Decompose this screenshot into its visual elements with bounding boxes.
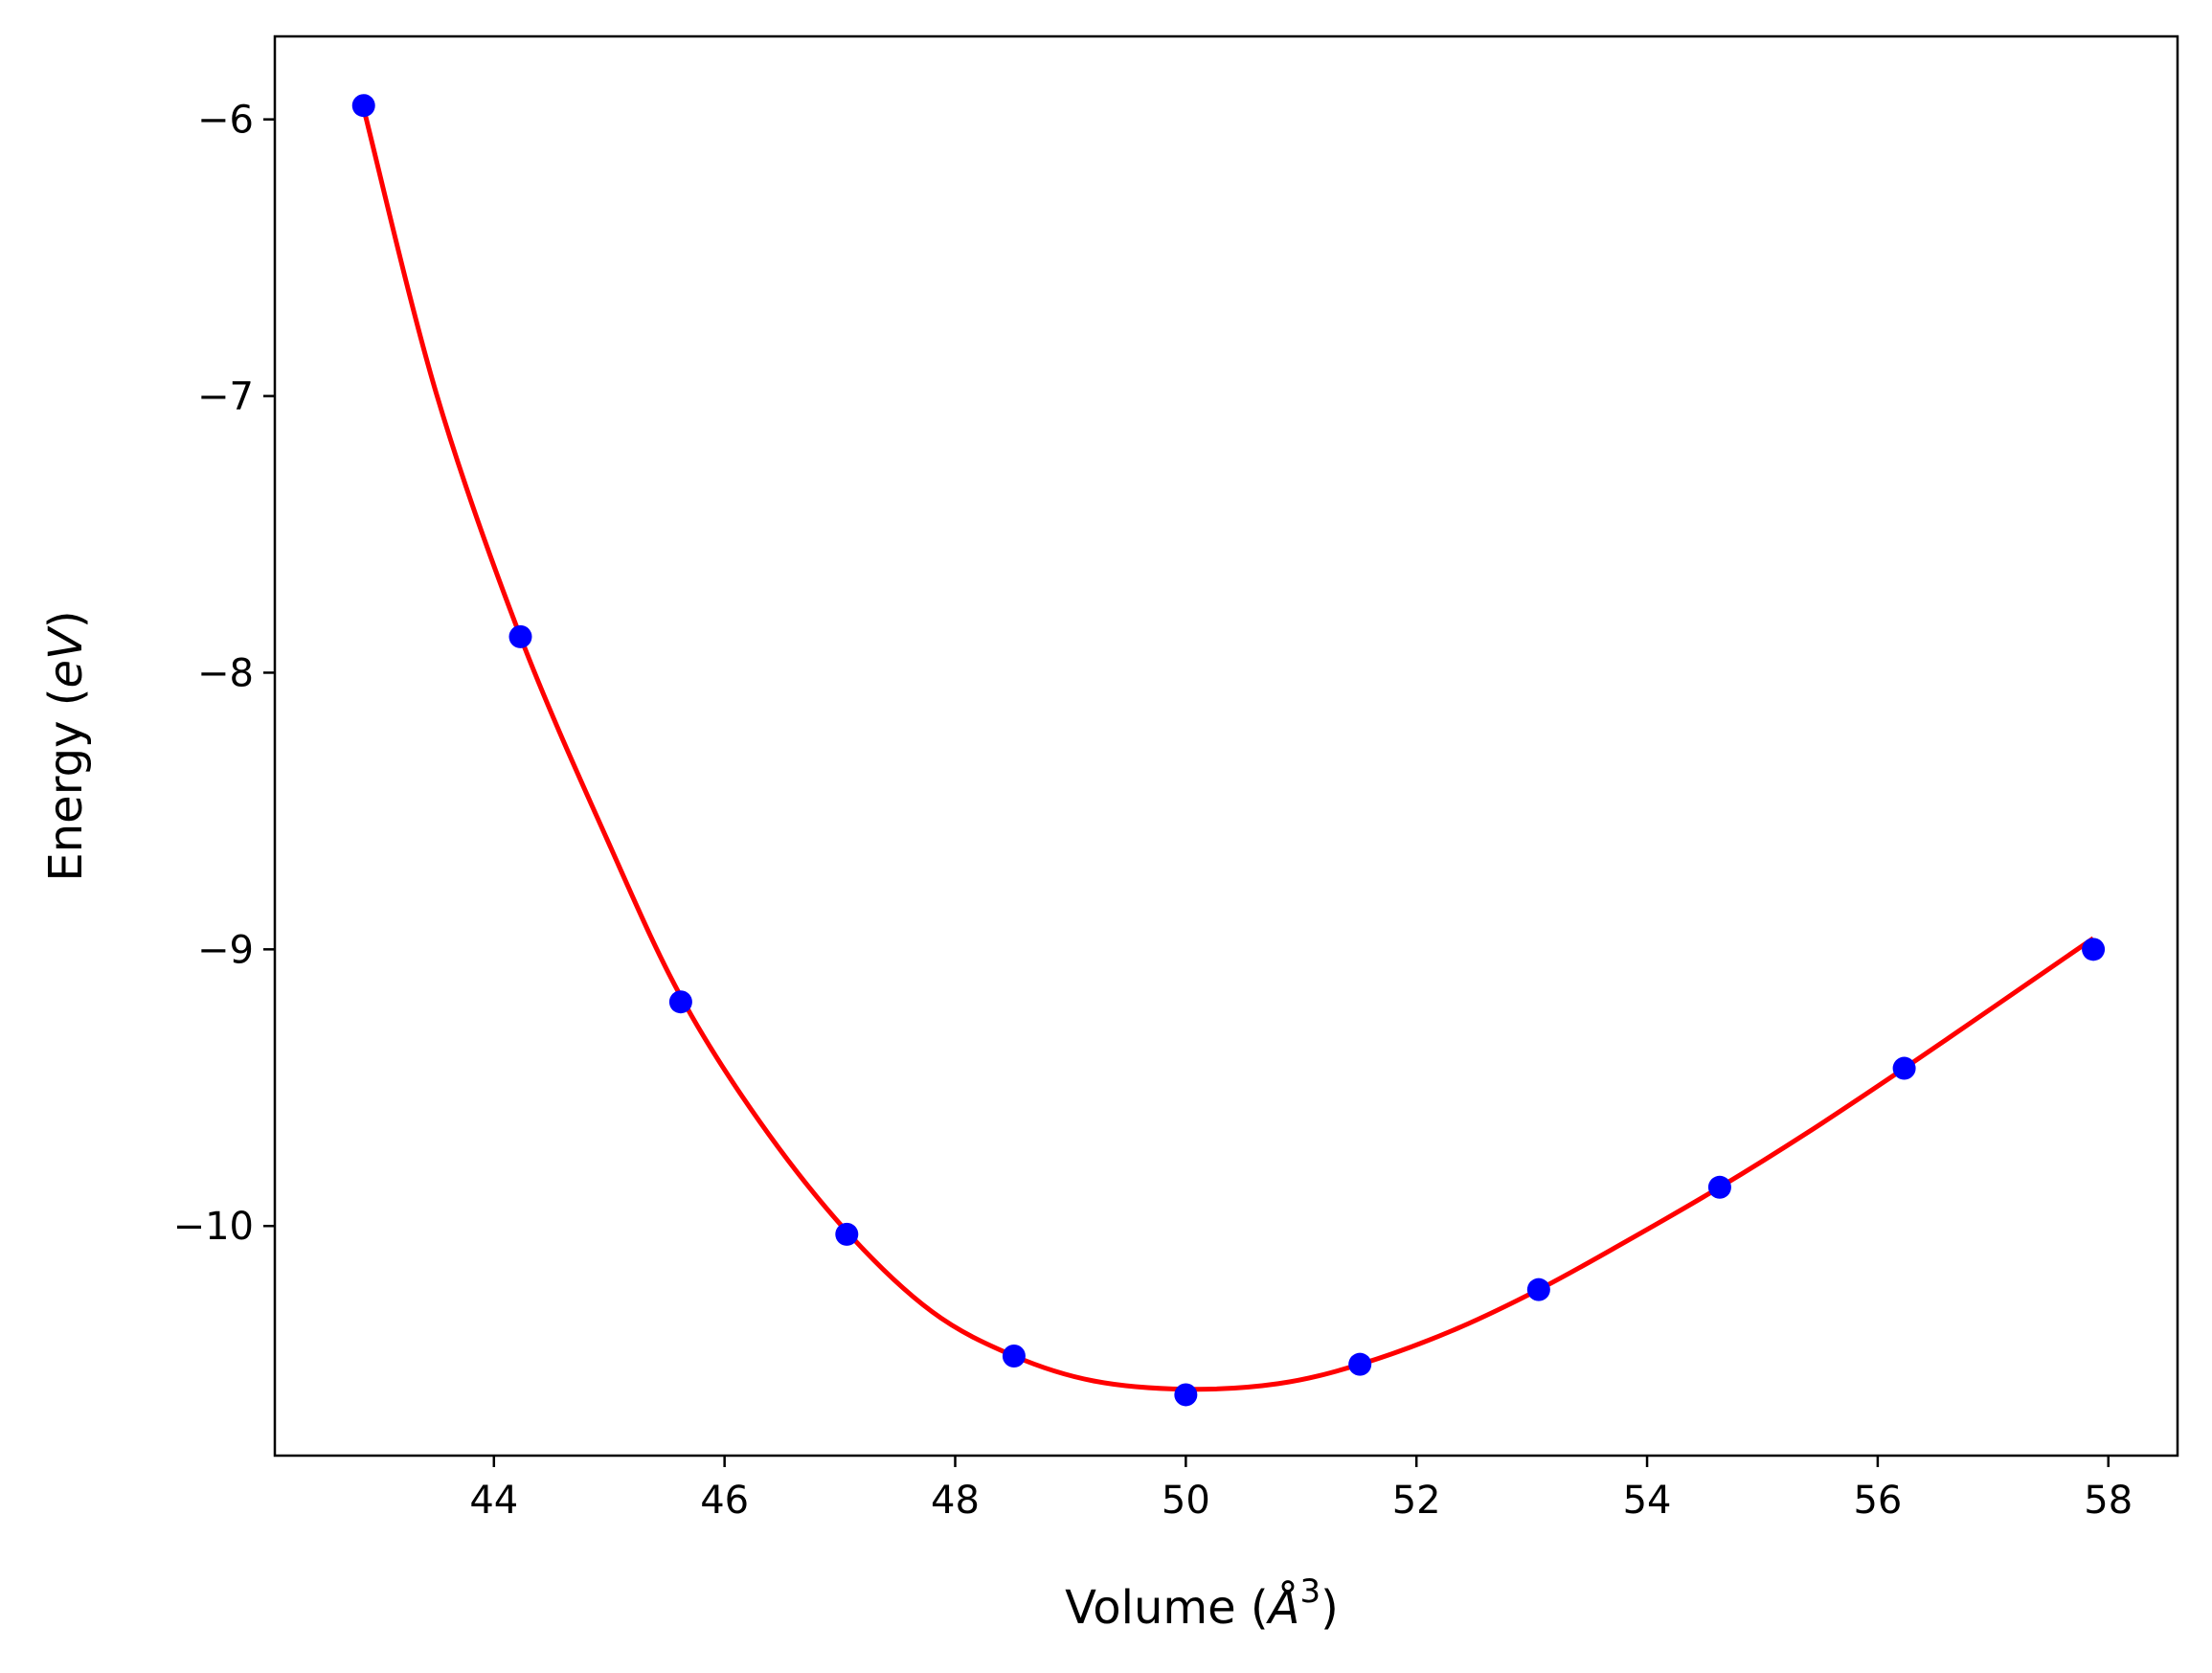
- data-point: [508, 624, 532, 648]
- x-axis-ticks: 44 46 48 50 52 54 56 58: [469, 1456, 2133, 1523]
- x-tick-label: 56: [1853, 1479, 1902, 1523]
- data-point: [835, 1222, 859, 1246]
- y-tick-label: −10: [173, 1205, 254, 1249]
- y-tick-label: −8: [197, 651, 254, 695]
- y-tick-label: −9: [197, 928, 254, 972]
- data-point: [1002, 1345, 1026, 1368]
- y-axis-label: Energy (eV): [39, 610, 93, 881]
- data-point: [351, 94, 375, 118]
- x-tick-label: 54: [1623, 1479, 1672, 1523]
- data-point: [1892, 1056, 1916, 1080]
- data-point: [1526, 1277, 1550, 1301]
- data-point: [668, 990, 692, 1014]
- x-tick-label: 52: [1392, 1479, 1441, 1523]
- x-tick-label: 58: [2084, 1479, 2133, 1523]
- y-tick-label: −7: [197, 375, 254, 419]
- plot-frame: [273, 34, 2179, 1458]
- y-axis-ticks: −6 −7 −8 −9 −10: [173, 99, 275, 1249]
- x-tick-label: 46: [700, 1479, 749, 1523]
- data-point: [2082, 938, 2106, 961]
- data-point: [1174, 1383, 1198, 1407]
- x-tick-label: 44: [469, 1479, 518, 1523]
- x-tick-label: 50: [1162, 1479, 1210, 1523]
- x-tick-label: 48: [931, 1479, 980, 1523]
- y-tick-label: −6: [197, 99, 254, 143]
- data-points: [351, 94, 2106, 1407]
- data-point: [1707, 1175, 1731, 1199]
- data-point: [1348, 1352, 1372, 1376]
- fit-curve: [361, 107, 2095, 1392]
- x-axis-label: Volume (Å3): [1065, 1572, 1339, 1635]
